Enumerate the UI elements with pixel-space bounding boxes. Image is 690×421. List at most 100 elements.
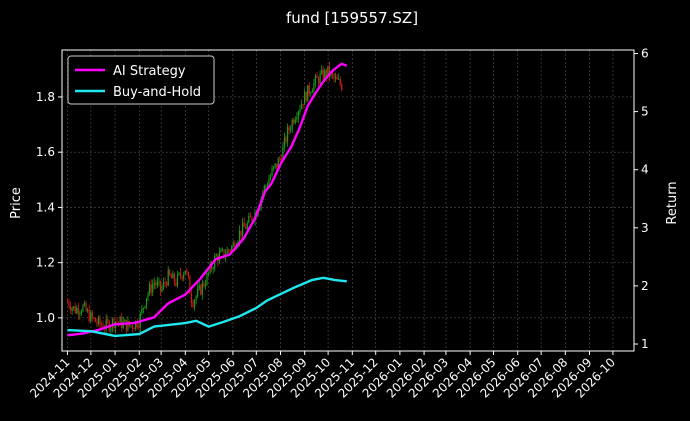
price-bar [74, 306, 76, 313]
price-bar [147, 293, 149, 299]
price-bar [193, 300, 196, 307]
price-bar [80, 311, 83, 313]
price-bar [201, 282, 203, 295]
return-lines [67, 62, 348, 338]
price-bar [249, 216, 251, 218]
price-bar [166, 283, 168, 286]
price-bar [211, 264, 213, 270]
price-bar [124, 319, 126, 322]
y-tick-label-left: 1.8 [36, 90, 55, 104]
price-bar [286, 127, 289, 142]
price-bar [93, 317, 95, 319]
price-bar [313, 82, 315, 91]
price-bar [73, 306, 75, 309]
price-bar [246, 222, 248, 229]
price-bar [156, 281, 158, 286]
price-bar [99, 317, 101, 325]
price-bar [88, 309, 90, 322]
price-bar [317, 77, 320, 84]
price-bar [273, 166, 275, 169]
price-bar [184, 270, 186, 274]
price-bar [223, 249, 225, 258]
price-bar [266, 185, 269, 187]
price-bar [111, 318, 114, 328]
price-bar [195, 296, 197, 301]
price-bar [269, 175, 272, 180]
price-bar [307, 85, 309, 102]
price-bar [183, 273, 185, 279]
price-bar [66, 301, 69, 303]
series-line-buy-and-hold [67, 276, 347, 338]
price-bar [203, 282, 205, 287]
price-bar [153, 282, 155, 285]
price-bar [130, 325, 132, 327]
price-bar [245, 226, 247, 229]
price-bar [314, 75, 317, 83]
price-bar [79, 312, 81, 315]
price-bar [142, 307, 145, 309]
price-bar [162, 281, 165, 288]
price-bar [87, 309, 89, 312]
price-bar [336, 77, 338, 80]
price-bar [221, 249, 224, 251]
y-tick-label-right: 3 [641, 221, 649, 235]
price-bar [242, 222, 244, 236]
price-bar [186, 270, 188, 272]
price-bar [138, 327, 140, 329]
price-bar [178, 272, 180, 275]
price-bar [299, 108, 301, 112]
price-bar [293, 119, 295, 124]
price-bar [176, 274, 179, 286]
price-bar [321, 69, 323, 74]
price-bar [325, 70, 327, 77]
price-bar [215, 255, 217, 257]
price-bar [110, 327, 112, 331]
price-bar [280, 158, 282, 162]
price-bar [279, 158, 281, 160]
legend-label-ai-strategy: AI Strategy [113, 64, 186, 79]
price-bar [274, 163, 276, 167]
price-bar [155, 282, 157, 286]
price-bar [190, 293, 193, 303]
price-bar [204, 284, 207, 287]
y-axis-label-left: Price [9, 187, 24, 219]
y-tick-label-left: 1.6 [36, 145, 55, 159]
price-bar [231, 246, 233, 252]
price-bar [164, 281, 166, 284]
price-bar [310, 92, 312, 94]
price-bar [324, 70, 326, 80]
y-tick-label-right: 4 [641, 163, 649, 177]
price-bar [82, 305, 84, 312]
price-bar [170, 275, 172, 279]
price-bar [328, 66, 331, 77]
price-bar [304, 91, 306, 105]
price-bar [159, 280, 162, 291]
price-bar [175, 282, 177, 286]
y-tick-label-right: 1 [641, 337, 649, 351]
price-bar [105, 319, 107, 329]
price-bar [90, 312, 92, 322]
grid [62, 50, 634, 351]
price-bar [77, 307, 79, 315]
price-bar [207, 272, 210, 274]
price-bar [311, 90, 313, 93]
price-bar [144, 306, 146, 308]
price-bar [238, 230, 241, 242]
price-bar [302, 103, 304, 105]
price-bar [133, 328, 135, 330]
price-bar [69, 306, 72, 311]
price-bar [319, 73, 321, 84]
y-tick-label-left: 1.2 [36, 256, 55, 270]
price-bar [169, 269, 171, 276]
price-bar [212, 268, 214, 270]
price-bar [116, 321, 118, 323]
price-bar [248, 216, 250, 223]
price-bar [187, 271, 189, 278]
price-bar [71, 308, 73, 311]
price-bar [118, 322, 120, 323]
price-bar [276, 163, 278, 168]
price-bar [240, 230, 242, 236]
legend: AI Strategy Buy-and-Hold [67, 55, 215, 105]
